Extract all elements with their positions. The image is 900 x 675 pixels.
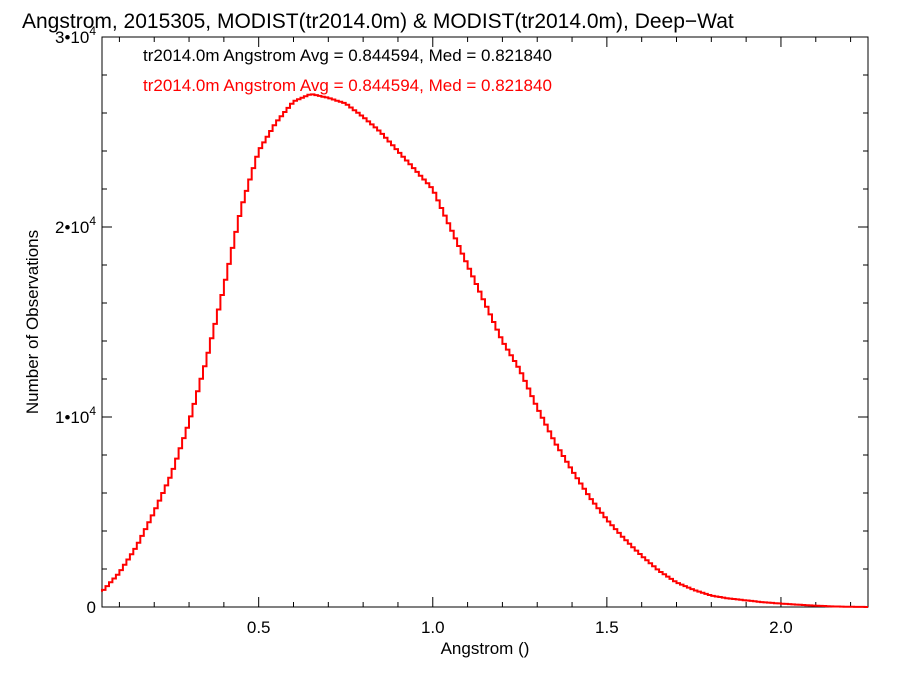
series-line: [101, 93, 868, 608]
x-tick-label: 1.0: [421, 618, 445, 637]
y-tick-label: 3•104: [55, 24, 96, 47]
y-tick-label: 1•104: [55, 404, 96, 427]
chart-title: Angstrom, 2015305, MODIST(tr2014.0m) & M…: [22, 10, 734, 33]
y-axis: 0 1•104 2•104 3•104: [55, 24, 868, 617]
annotations: tr2014.0m Angstrom Avg = 0.844594, Med =…: [143, 46, 552, 95]
x-axis: 0.5 1.0 1.5 2.0: [118, 37, 852, 637]
x-axis-label: Angstrom (): [441, 639, 530, 658]
stats-annotation: tr2014.0m Angstrom Avg = 0.844594, Med =…: [143, 76, 552, 95]
y-axis-label: Number of Observations: [23, 230, 42, 414]
x-tick-label: 0.5: [247, 618, 271, 637]
x-tick-label: 2.0: [769, 618, 793, 637]
stats-annotation: tr2014.0m Angstrom Avg = 0.844594, Med =…: [143, 46, 552, 65]
plot-frame: [101, 36, 869, 608]
x-tick-label: 1.5: [595, 618, 619, 637]
y-tick-label: 2•104: [55, 214, 96, 237]
y-tick-label: 0: [87, 598, 96, 617]
